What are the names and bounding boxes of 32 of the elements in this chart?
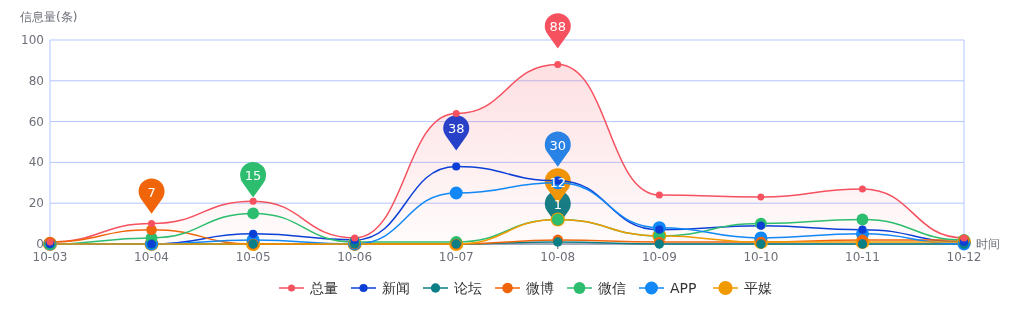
legend-label: 总量 bbox=[309, 280, 338, 296]
y-tick-label: 40 bbox=[28, 155, 44, 170]
y-tick-label: 80 bbox=[28, 73, 44, 88]
x-tick-label: 10-04 bbox=[134, 250, 169, 264]
annotation: 1 bbox=[553, 196, 562, 212]
x-tick-label: 10-08 bbox=[540, 250, 576, 264]
legend-label: 论坛 bbox=[454, 280, 482, 296]
annotation: 12 bbox=[549, 174, 567, 190]
x-tick-label: 10-12 bbox=[946, 250, 982, 264]
y-tick-label: 60 bbox=[28, 114, 44, 129]
x-tick-label: 10-03 bbox=[32, 250, 68, 264]
legend-label: 微信 bbox=[598, 280, 626, 296]
y-tick-label: 100 bbox=[21, 33, 44, 47]
x-tick-label: 10-05 bbox=[235, 250, 271, 264]
annotation: 30 bbox=[549, 137, 567, 153]
y-tick-label: 20 bbox=[28, 196, 44, 211]
x-tick-label: 10-10 bbox=[743, 250, 779, 264]
legend-label: APP bbox=[670, 280, 697, 296]
legend-label: 平媒 bbox=[744, 280, 772, 296]
annotation: 7 bbox=[147, 184, 156, 200]
legend-label: 微博 bbox=[526, 280, 554, 296]
y-tick-label: 0 bbox=[36, 237, 44, 251]
x-axis-title: 时间 bbox=[976, 237, 1000, 251]
annotation: 15 bbox=[244, 168, 262, 184]
x-tick-label: 10-07 bbox=[438, 250, 474, 264]
annotation: 88 bbox=[549, 19, 567, 35]
x-tick-label: 10-11 bbox=[845, 250, 880, 264]
x-tick-label: 10-09 bbox=[641, 250, 677, 264]
legend-label: 新闻 bbox=[382, 280, 410, 296]
y-axis-title: 信息量(条) bbox=[20, 10, 78, 24]
x-tick-label: 10-06 bbox=[337, 250, 373, 264]
annotation: 38 bbox=[447, 121, 465, 137]
